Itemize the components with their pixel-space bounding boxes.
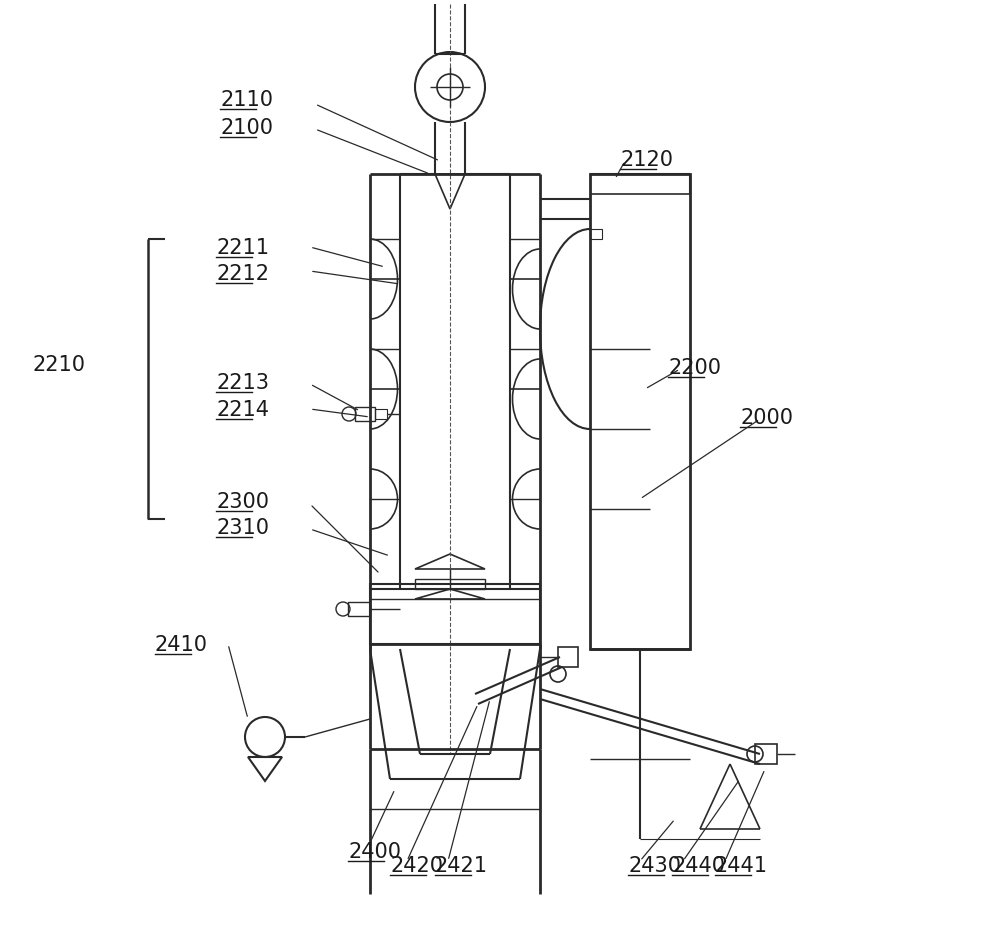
Bar — [375, 410, 387, 420]
Text: 2440: 2440 — [672, 855, 725, 875]
Bar — [590, 175, 690, 649]
Bar — [755, 744, 777, 764]
Text: 2213: 2213 — [216, 373, 269, 392]
Text: 2120: 2120 — [620, 150, 673, 170]
Text: 2214: 2214 — [216, 400, 269, 420]
Bar — [558, 647, 578, 667]
Text: 2310: 2310 — [216, 517, 269, 538]
Text: 2441: 2441 — [715, 855, 768, 875]
Text: 2421: 2421 — [435, 855, 488, 875]
Text: 2410: 2410 — [155, 634, 208, 654]
Text: 2430: 2430 — [628, 855, 681, 875]
Bar — [415, 579, 485, 590]
Text: 2211: 2211 — [216, 237, 269, 258]
Bar — [590, 230, 602, 240]
Text: 2400: 2400 — [348, 841, 401, 861]
Text: 2200: 2200 — [668, 358, 721, 377]
Text: 2300: 2300 — [216, 491, 269, 512]
Text: 2212: 2212 — [216, 263, 269, 284]
Text: 2100: 2100 — [220, 118, 273, 138]
Text: 2110: 2110 — [220, 90, 273, 110]
Text: 2210: 2210 — [32, 355, 85, 375]
Bar — [355, 408, 375, 422]
Text: 2420: 2420 — [390, 855, 443, 875]
Text: 2000: 2000 — [740, 408, 793, 427]
Bar — [348, 603, 370, 616]
Bar — [370, 584, 540, 644]
